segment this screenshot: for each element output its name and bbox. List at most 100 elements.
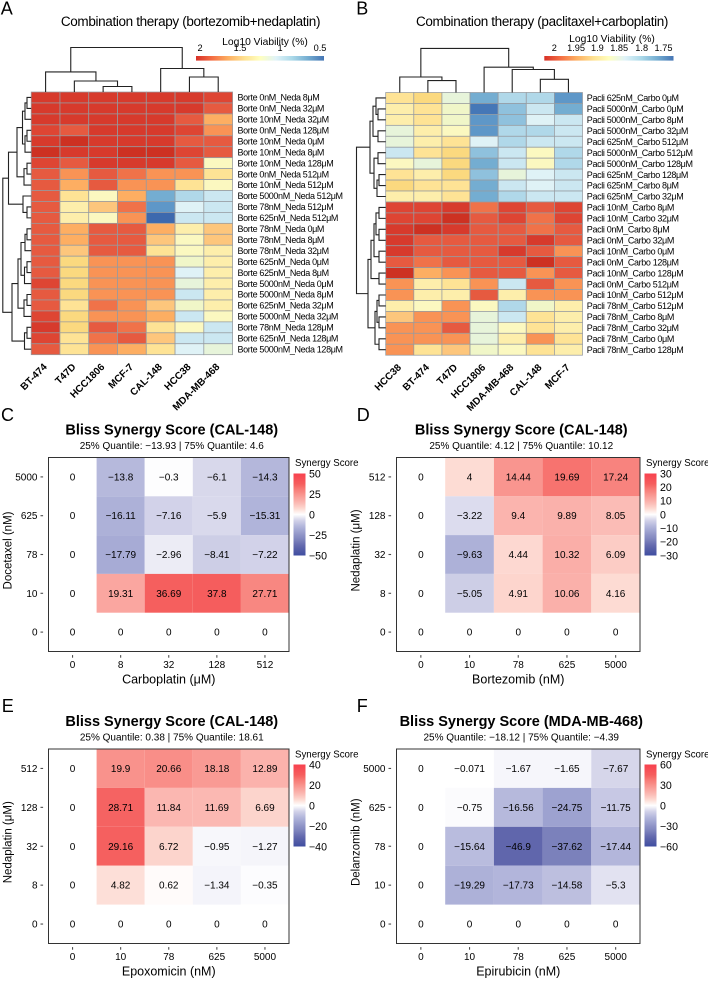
svg-text:8: 8 bbox=[32, 881, 38, 892]
svg-text:0: 0 bbox=[564, 628, 570, 639]
svg-text:0: 0 bbox=[70, 589, 76, 600]
svg-text:Pacli 0nM_Carbo 512μM: Pacli 0nM_Carbo 512μM bbox=[587, 279, 679, 289]
svg-text:0: 0 bbox=[418, 550, 424, 561]
svg-text:1.95: 1.95 bbox=[567, 43, 585, 53]
svg-text:0: 0 bbox=[418, 881, 424, 892]
svg-text:0: 0 bbox=[70, 803, 76, 814]
svg-text:25% Quantile: −18.12 | 75% Qua: 25% Quantile: −18.12 | 75% Quantile: −4.… bbox=[423, 733, 619, 744]
svg-text:Borte 78nM_Neda 32μM: Borte 78nM_Neda 32μM bbox=[238, 246, 329, 256]
svg-text:1.75: 1.75 bbox=[655, 43, 673, 53]
svg-text:128: 128 bbox=[369, 511, 386, 522]
svg-text:Pacli 5000nM_Carbo 32μM: Pacli 5000nM_Carbo 32μM bbox=[587, 126, 688, 136]
svg-text:−7.67: −7.67 bbox=[603, 764, 629, 775]
svg-text:30: 30 bbox=[660, 780, 672, 792]
svg-text:−25: −25 bbox=[309, 530, 327, 542]
svg-text:0: 0 bbox=[70, 660, 76, 671]
svg-text:2: 2 bbox=[197, 43, 202, 53]
svg-text:Pacli 625nM_Carbo 512μM: Pacli 625nM_Carbo 512μM bbox=[587, 137, 688, 147]
svg-text:32: 32 bbox=[163, 660, 175, 671]
svg-text:−37.62: −37.62 bbox=[552, 842, 583, 853]
svg-text:−24.75: −24.75 bbox=[552, 803, 583, 814]
svg-text:10: 10 bbox=[464, 952, 476, 963]
svg-text:Pacli 625nM_Carbo 32μM: Pacli 625nM_Carbo 32μM bbox=[587, 192, 684, 202]
svg-text:0: 0 bbox=[118, 628, 124, 639]
svg-text:78: 78 bbox=[513, 952, 525, 963]
svg-text:0: 0 bbox=[70, 881, 76, 892]
svg-text:0: 0 bbox=[418, 472, 424, 483]
svg-text:Pacli 78nM_Carbo 32μM: Pacli 78nM_Carbo 32μM bbox=[587, 323, 679, 333]
svg-text:5000: 5000 bbox=[605, 952, 628, 963]
svg-text:1: 1 bbox=[277, 43, 282, 53]
svg-text:−7.22: −7.22 bbox=[252, 550, 278, 561]
svg-text:18.18: 18.18 bbox=[204, 764, 229, 775]
svg-text:0: 0 bbox=[380, 920, 386, 931]
svg-text:30: 30 bbox=[660, 468, 672, 480]
svg-text:0.5: 0.5 bbox=[314, 43, 327, 53]
svg-text:−40: −40 bbox=[309, 841, 327, 853]
svg-text:−2.96: −2.96 bbox=[156, 550, 182, 561]
svg-text:Borte 0nM_Neda 32μM: Borte 0nM_Neda 32μM bbox=[238, 104, 325, 114]
svg-text:Borte 5000nM_Neda 512μM: Borte 5000nM_Neda 512μM bbox=[238, 191, 343, 201]
svg-text:Log10 Viability (%): Log10 Viability (%) bbox=[569, 34, 655, 45]
svg-text:−5.3: −5.3 bbox=[606, 881, 626, 892]
svg-text:Borte 0nM_Neda 8μM: Borte 0nM_Neda 8μM bbox=[238, 93, 320, 103]
svg-text:0: 0 bbox=[418, 660, 424, 671]
svg-text:0: 0 bbox=[262, 920, 268, 931]
svg-text:C: C bbox=[1, 405, 14, 425]
svg-text:40: 40 bbox=[309, 759, 321, 771]
svg-text:0: 0 bbox=[515, 628, 521, 639]
svg-text:0: 0 bbox=[660, 800, 666, 812]
svg-text:0: 0 bbox=[467, 628, 473, 639]
svg-text:10: 10 bbox=[115, 952, 127, 963]
svg-text:−0.071: −0.071 bbox=[454, 764, 485, 775]
svg-text:78: 78 bbox=[374, 842, 386, 853]
svg-text:19.31: 19.31 bbox=[108, 589, 133, 600]
svg-text:−46.9: −46.9 bbox=[506, 842, 532, 853]
svg-text:−1.65: −1.65 bbox=[554, 764, 580, 775]
svg-text:25% Quantile: 4.12 | 75% Quant: 25% Quantile: 4.12 | 75% Quantile: 10.12 bbox=[429, 441, 613, 452]
svg-text:10: 10 bbox=[26, 589, 38, 600]
svg-text:Borte 10nM_Neda 32μM: Borte 10nM_Neda 32μM bbox=[238, 115, 329, 125]
svg-text:8.05: 8.05 bbox=[606, 511, 626, 522]
svg-text:Pacli 5000nM_Carbo 0μM: Pacli 5000nM_Carbo 0μM bbox=[587, 104, 684, 114]
svg-text:Pacli 625nM_Carbo 8μM: Pacli 625nM_Carbo 8μM bbox=[587, 181, 679, 191]
svg-text:512: 512 bbox=[21, 764, 38, 775]
svg-text:−15.64: −15.64 bbox=[454, 842, 485, 853]
svg-text:36.69: 36.69 bbox=[156, 589, 181, 600]
svg-text:28.71: 28.71 bbox=[108, 803, 133, 814]
svg-text:2: 2 bbox=[552, 43, 557, 53]
svg-text:Borte 5000nM_Neda 32μM: Borte 5000nM_Neda 32μM bbox=[238, 312, 339, 322]
svg-text:−16.11: −16.11 bbox=[106, 511, 137, 522]
svg-text:0: 0 bbox=[70, 920, 76, 931]
svg-text:−60: −60 bbox=[660, 841, 678, 853]
svg-text:0: 0 bbox=[309, 800, 315, 812]
svg-text:Pacli 10nM_Carbo 0μM: Pacli 10nM_Carbo 0μM bbox=[587, 246, 674, 256]
svg-text:−19.29: −19.29 bbox=[454, 881, 485, 892]
svg-text:−13.8: −13.8 bbox=[108, 472, 134, 483]
svg-text:−1.27: −1.27 bbox=[252, 842, 278, 853]
svg-text:−20: −20 bbox=[660, 537, 678, 549]
svg-text:−16.56: −16.56 bbox=[503, 803, 534, 814]
svg-text:78: 78 bbox=[163, 952, 175, 963]
svg-text:0: 0 bbox=[418, 920, 424, 931]
svg-text:−14.3: −14.3 bbox=[252, 472, 278, 483]
svg-text:Borte 625nM_Neda 8μM: Borte 625nM_Neda 8μM bbox=[238, 268, 329, 278]
svg-text:625: 625 bbox=[209, 952, 226, 963]
svg-text:Pacli 78nM_Carbo 0μM: Pacli 78nM_Carbo 0μM bbox=[587, 334, 674, 344]
svg-text:625: 625 bbox=[369, 803, 386, 814]
svg-text:Borte 0nM_Neda 512μM: Borte 0nM_Neda 512μM bbox=[238, 169, 329, 179]
svg-text:CAL-148: CAL-148 bbox=[128, 362, 165, 399]
svg-text:625: 625 bbox=[559, 660, 576, 671]
svg-text:−5.05: −5.05 bbox=[457, 589, 483, 600]
svg-text:Synergy Score: Synergy Score bbox=[646, 458, 708, 469]
svg-text:1.8: 1.8 bbox=[635, 43, 648, 53]
svg-text:Synergy Score: Synergy Score bbox=[646, 750, 708, 761]
svg-text:−30: −30 bbox=[660, 821, 678, 833]
svg-text:4.16: 4.16 bbox=[606, 589, 626, 600]
svg-text:0: 0 bbox=[70, 472, 76, 483]
svg-text:0: 0 bbox=[166, 920, 172, 931]
svg-text:0: 0 bbox=[214, 628, 220, 639]
svg-text:Pacli 78nM_Carbo 128μM: Pacli 78nM_Carbo 128μM bbox=[587, 345, 684, 355]
svg-text:0: 0 bbox=[613, 628, 619, 639]
svg-text:−6.1: −6.1 bbox=[207, 472, 227, 483]
